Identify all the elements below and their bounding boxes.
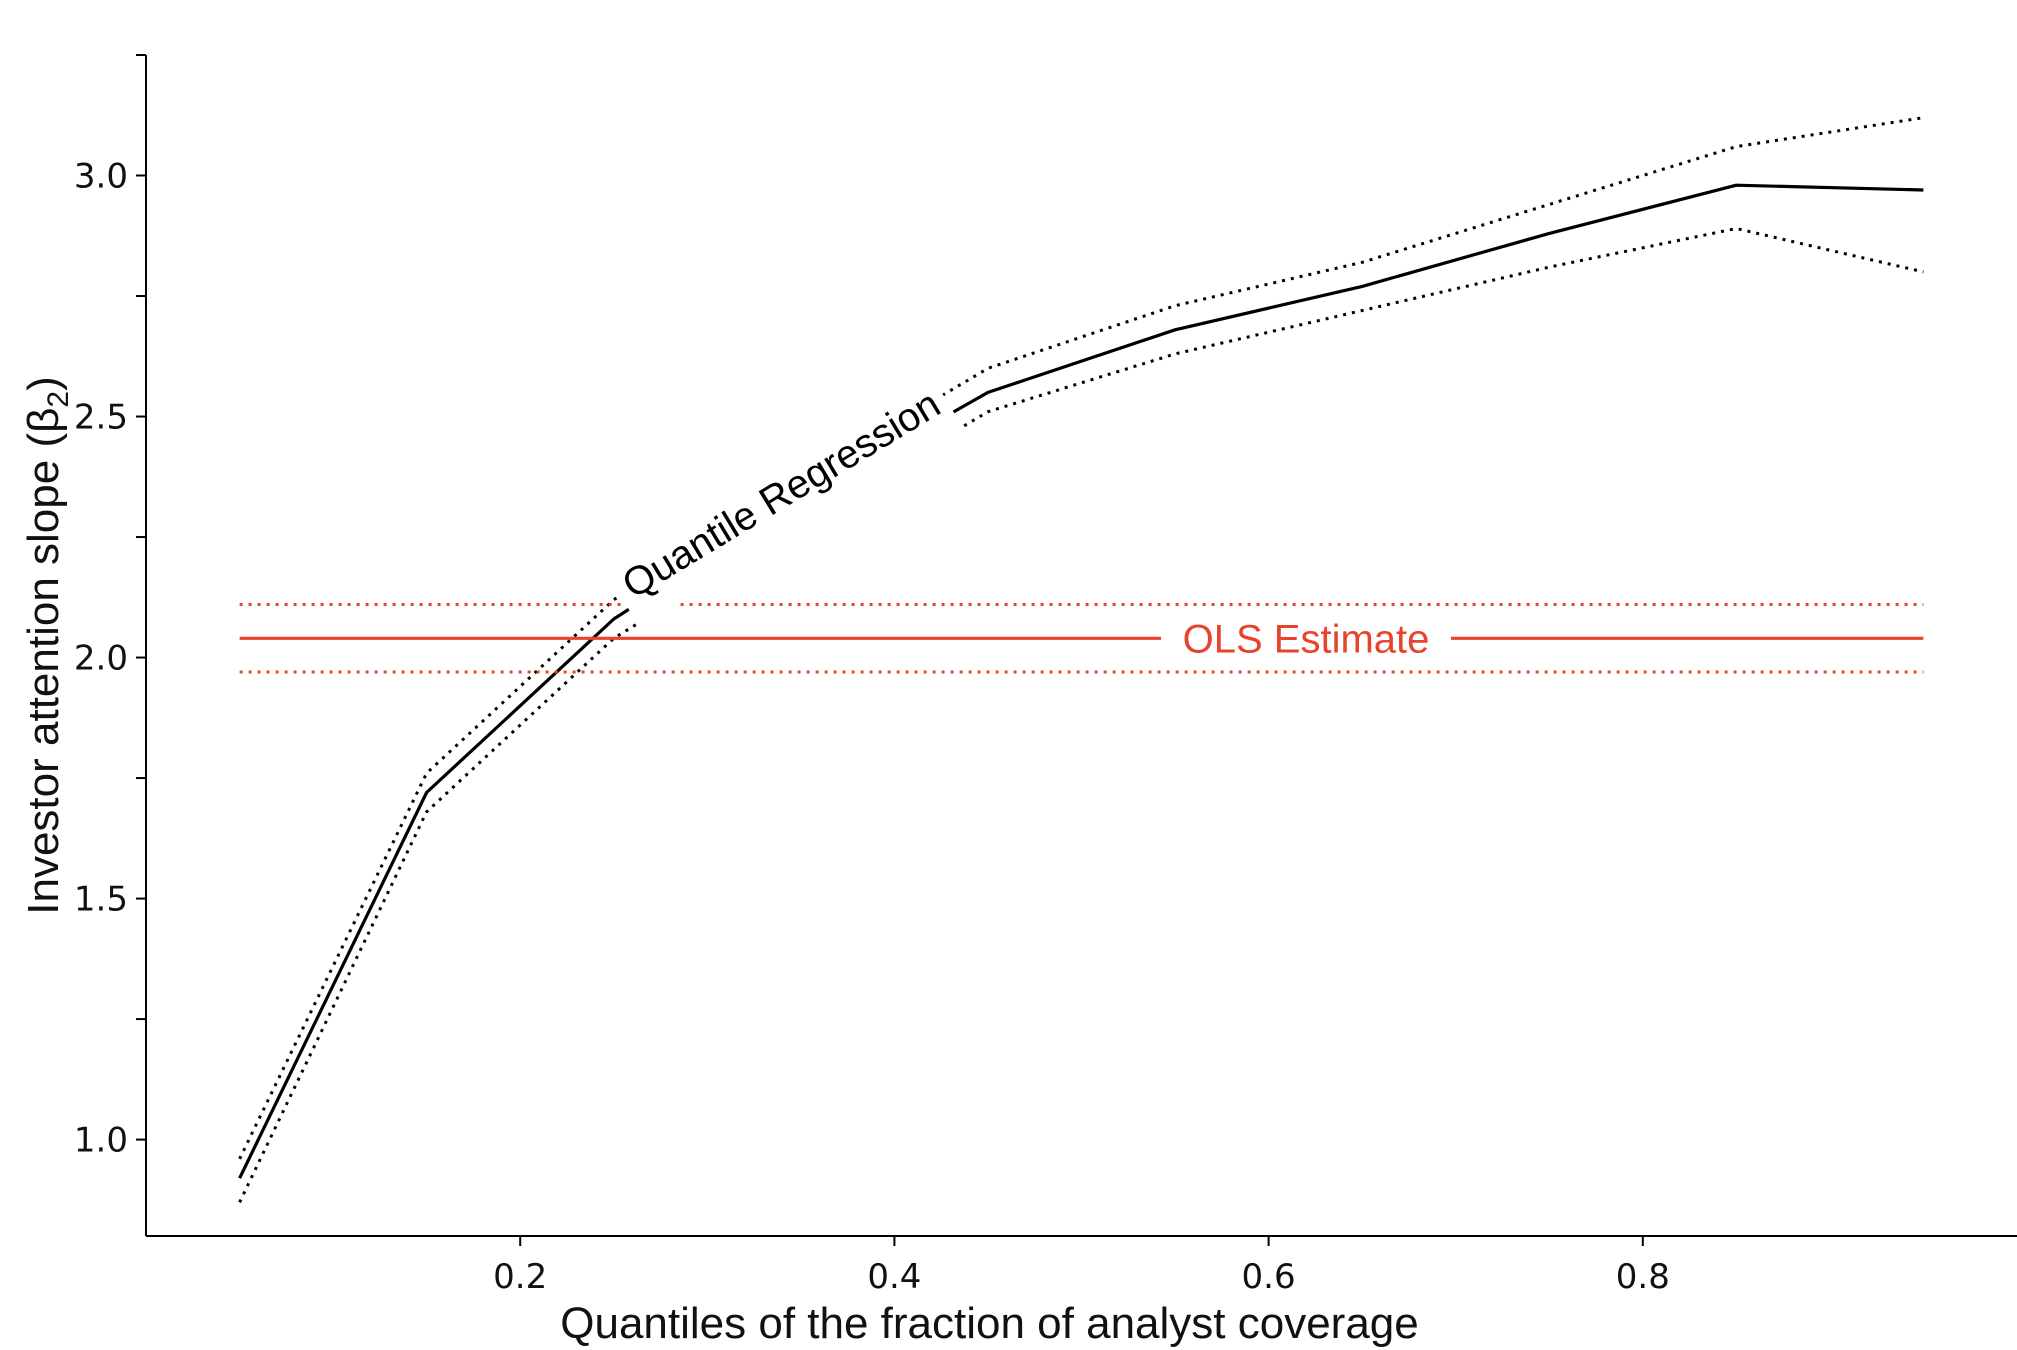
x-tick-label: 0.4 — [867, 1257, 921, 1297]
ticks: 0.2 0.4 0.6 0.8 1.0 1.5 2.0 2.5 3.0 — [74, 54, 1670, 1297]
y-tick-label: 1.0 — [74, 1121, 128, 1161]
y-tick-label: 2.0 — [74, 639, 128, 679]
series-layer — [238, 116, 1924, 1203]
y-axis-title-close: ) — [19, 376, 68, 391]
y-axis-title-main: Investor attention slope (β — [19, 408, 68, 915]
x-axis-title: Quantiles of the fraction of analyst cov… — [560, 1299, 1419, 1348]
y-tick-label: 3.0 — [74, 157, 128, 197]
ols-estimate-label: OLS Estimate — [1183, 617, 1430, 661]
x-tick-label: 0.2 — [493, 1257, 547, 1297]
y-axis-title-subscript: 2 — [42, 391, 75, 408]
quantile-label-background — [593, 354, 966, 629]
quantile-lower-band — [238, 227, 1924, 1203]
ols-label-background — [1161, 608, 1452, 665]
x-tick-label: 0.6 — [1242, 1257, 1296, 1297]
x-tick-label: 0.8 — [1616, 1257, 1670, 1297]
y-tick-label: 1.5 — [74, 880, 128, 920]
quantile-label-group: Quantile Regression — [593, 354, 966, 629]
y-tick-label: 2.5 — [74, 398, 128, 438]
quantile-estimate-line — [238, 183, 1924, 1179]
y-axis-title: Investor attention slope (β2) — [19, 376, 75, 914]
axes — [145, 55, 2017, 1237]
quantile-regression-label: Quantile Regression — [615, 382, 948, 607]
